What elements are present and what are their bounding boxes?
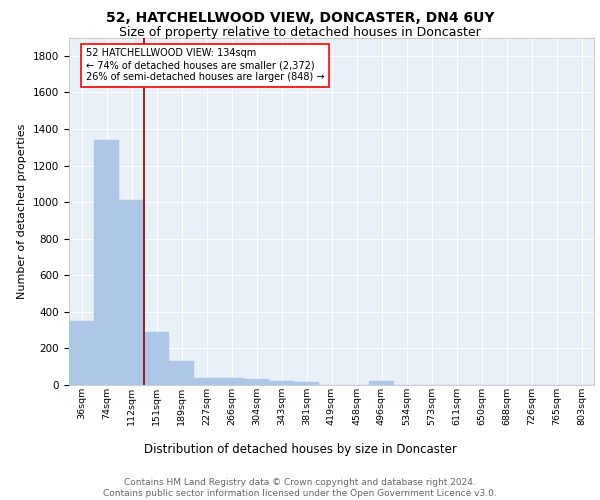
Bar — [194, 378, 219, 385]
Bar — [144, 332, 169, 385]
Bar — [219, 378, 244, 385]
Bar — [119, 200, 144, 385]
Text: 52 HATCHELLWOOD VIEW: 134sqm
← 74% of detached houses are smaller (2,372)
26% of: 52 HATCHELLWOOD VIEW: 134sqm ← 74% of de… — [86, 48, 325, 82]
Bar — [94, 140, 119, 385]
Text: Contains HM Land Registry data © Crown copyright and database right 2024.
Contai: Contains HM Land Registry data © Crown c… — [103, 478, 497, 498]
Bar — [169, 361, 194, 385]
Bar — [244, 378, 269, 385]
Bar — [369, 381, 394, 385]
Y-axis label: Number of detached properties: Number of detached properties — [17, 124, 28, 299]
Bar — [294, 382, 319, 385]
Text: Size of property relative to detached houses in Doncaster: Size of property relative to detached ho… — [119, 26, 481, 39]
Text: Distribution of detached houses by size in Doncaster: Distribution of detached houses by size … — [143, 442, 457, 456]
Bar — [69, 321, 94, 385]
Text: 52, HATCHELLWOOD VIEW, DONCASTER, DN4 6UY: 52, HATCHELLWOOD VIEW, DONCASTER, DN4 6U… — [106, 11, 494, 25]
Bar — [269, 381, 294, 385]
